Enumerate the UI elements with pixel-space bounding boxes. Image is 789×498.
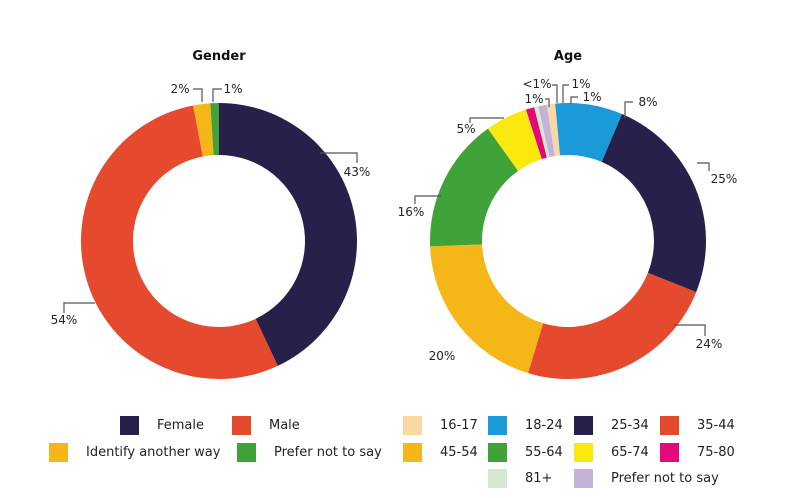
gender-donut: 43% 54% 2% 1% (51, 82, 371, 379)
age-legend-item-35-44: 35-44 (660, 416, 735, 435)
legend-label: 25-34 (611, 418, 649, 433)
age-legend-item-16-17: 16-17 (403, 416, 478, 435)
age-leader-55-64 (414, 195, 441, 204)
gender-legend-item-identify-another-way: Identify another way (49, 443, 220, 462)
age-label-16-17: 1% (582, 90, 601, 104)
legend-swatch (574, 469, 593, 488)
age-legend-item-75-80: 75-80 (660, 443, 735, 462)
age-legend-item-45-54: 45-54 (403, 443, 478, 462)
legend-label: Identify another way (86, 445, 221, 460)
gender-label-identify-another-way: 2% (170, 82, 189, 96)
gender-slice-female (219, 103, 358, 366)
age-chart-title: Age (554, 49, 582, 64)
legend-swatch (660, 443, 679, 462)
age-slice-prefer-not-to-say (538, 104, 555, 158)
age-label-18-24: 8% (638, 95, 657, 109)
age-slice-65-74 (487, 109, 542, 171)
age-label-81: <1% (522, 77, 551, 91)
age-label-25-34: 25% (711, 172, 738, 186)
legend-label: 18-24 (525, 418, 563, 433)
legend-swatch (120, 416, 139, 435)
legend-swatch (403, 416, 422, 435)
gender-slice-male (80, 105, 278, 379)
legend-label: Prefer not to say (274, 445, 382, 460)
legend-swatch (488, 443, 507, 462)
gender-leader-female (320, 152, 358, 163)
age-leader-75-80 (545, 98, 550, 107)
legend-swatch (574, 416, 593, 435)
legend-swatch (232, 416, 251, 435)
legend-swatch (574, 443, 593, 462)
gender-chart-title: Gender (192, 49, 246, 64)
age-slice-55-64 (430, 128, 519, 247)
gender-label-prefer-not-to-say: 1% (223, 82, 242, 96)
legend-swatch (488, 469, 507, 488)
legend-swatch (660, 416, 679, 435)
age-leader-18-24 (624, 101, 633, 118)
age-label-55-64: 16% (398, 205, 425, 219)
age-leader-25-34 (697, 162, 710, 171)
age-leader-81 (552, 84, 558, 103)
age-label-35-44: 24% (696, 337, 723, 351)
age-slice-16-17 (546, 103, 561, 157)
legend-label: 81+ (525, 471, 553, 486)
gender-legend-item-female: Female (120, 416, 204, 435)
age-leader-35-44 (673, 324, 706, 336)
gender-leader-prefer-not-to-say (212, 88, 222, 102)
gender-legend-item-male: Male (232, 416, 300, 435)
legend-swatch (403, 443, 422, 462)
gender-leader-male (63, 302, 95, 313)
legend-label: 55-64 (525, 445, 563, 460)
legend-swatch (49, 443, 68, 462)
age-legend-item-18-24: 18-24 (488, 416, 563, 435)
age-legend-item-25-34: 25-34 (574, 416, 649, 435)
legend-label: 16-17 (440, 418, 478, 433)
age-label-prefer-not-to-say: 1% (571, 77, 590, 91)
age-legend-item-81: 81+ (488, 469, 552, 488)
legend-label: Female (157, 418, 205, 433)
age-slice-75-80 (525, 107, 547, 160)
gender-legend-item-prefer-not-to-say: Prefer not to say (237, 443, 382, 462)
age-leader-16-17 (570, 96, 578, 104)
age-donut: 1% 8%25%24%20%16%5%1%<1% 1% (398, 77, 738, 379)
gender-slice-prefer-not-to-say (210, 103, 219, 156)
gender-label-male: 54% (51, 313, 78, 327)
age-slice-45-54 (430, 244, 544, 374)
legend-label: 65-74 (611, 445, 649, 460)
age-label-75-80: 1% (524, 92, 543, 106)
legend-label: 45-54 (440, 445, 478, 460)
legend-label: Male (269, 418, 300, 433)
age-legend-item-55-64: 55-64 (488, 443, 563, 462)
age-label-45-54: 20% (429, 349, 456, 363)
age-label-65-74: 5% (456, 122, 475, 136)
legend-label: Prefer not to say (611, 471, 719, 486)
gender-leader-identify-another-way (193, 88, 203, 102)
gender-label-female: 43% (344, 165, 371, 179)
legend-swatch (237, 443, 256, 462)
age-slice-25-34 (601, 114, 706, 293)
legend-label: 35-44 (697, 418, 735, 433)
age-leader-prefer-not-to-say (562, 84, 569, 103)
age-slice-18-24 (555, 103, 623, 162)
age-legend-item-65-74: 65-74 (574, 443, 649, 462)
age-legend-item-prefer-not-to-say: Prefer not to say (574, 469, 719, 488)
legend-label: 75-80 (697, 445, 735, 460)
gender-slice-identify-another-way (193, 103, 214, 157)
age-leader-65-74 (469, 117, 504, 123)
legend-swatch (488, 416, 507, 435)
age-slice-81 (534, 106, 550, 158)
age-slice-35-44 (528, 272, 697, 379)
